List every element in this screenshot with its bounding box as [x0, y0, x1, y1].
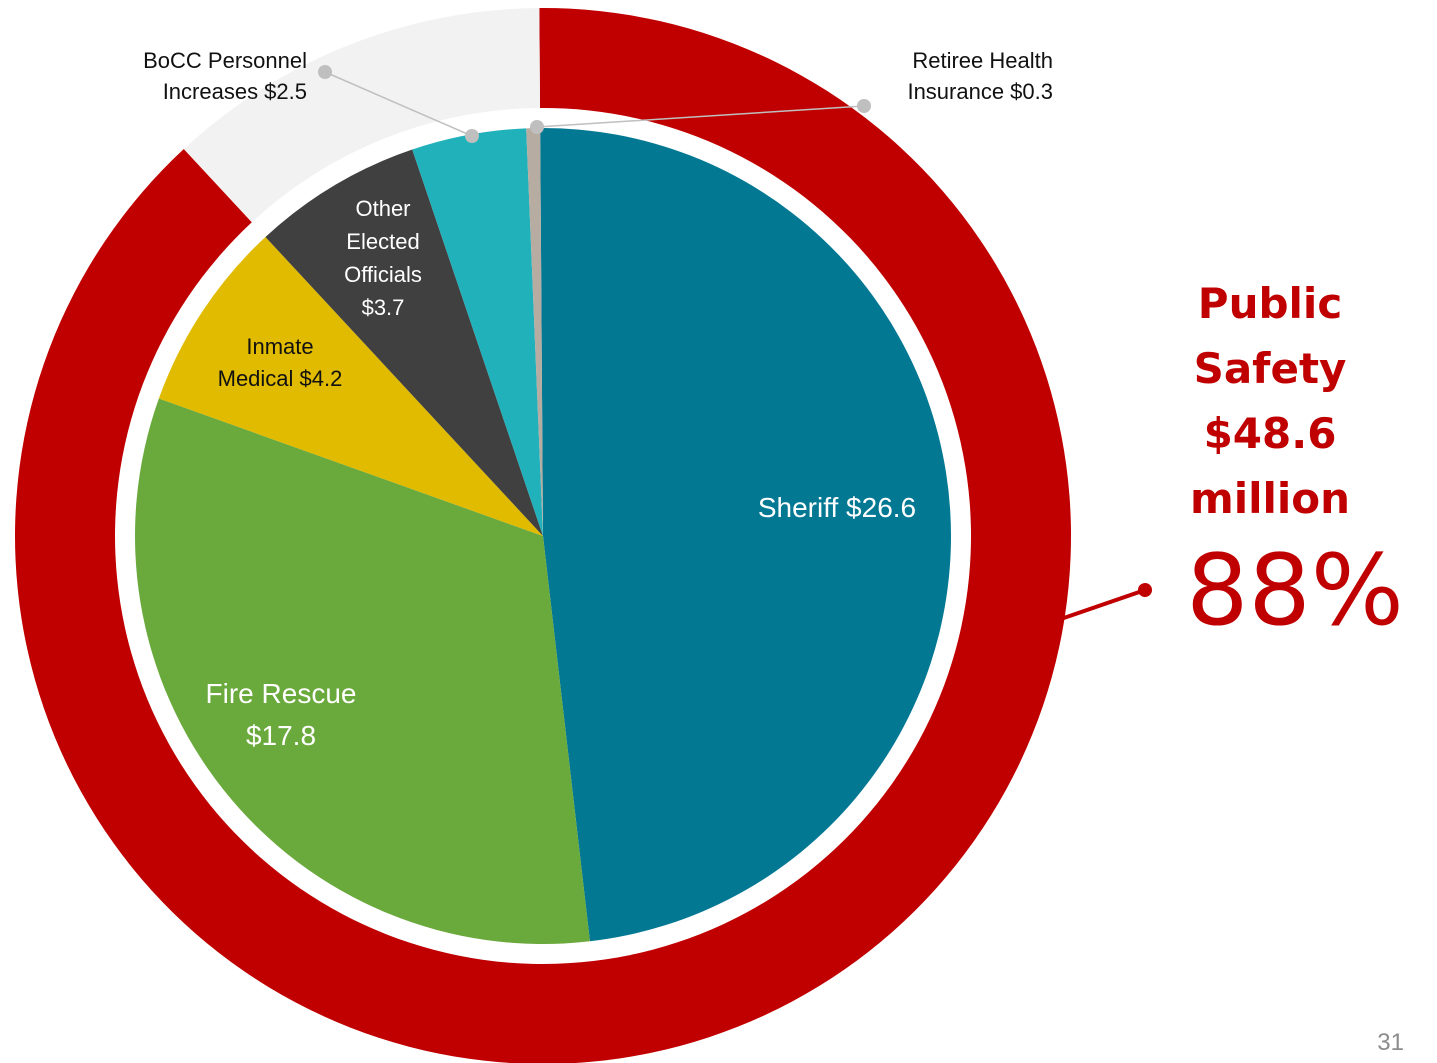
callout-labels: BoCC Personnel Increases $2.5 Retiree Heal…	[143, 48, 1053, 104]
slice-label-line: Sheriff $26.6	[758, 492, 916, 523]
pie-slice-other-elected-officials	[265, 149, 543, 536]
pie-slice-retiree-health-insurance	[526, 128, 543, 536]
callout-label-line: BoCC Personnel	[143, 48, 307, 73]
slice-label-inmate-medical: Inmate Medical $4.2	[218, 334, 343, 391]
summary-line-2: Safety	[1194, 344, 1347, 393]
slice-label-fire-rescue: Fire Rescue $17.8	[206, 678, 357, 751]
slice-label-line: $17.8	[246, 720, 316, 751]
summary-connector-dot	[1138, 583, 1152, 597]
slice-label-line: Inmate	[246, 334, 313, 359]
outer-ring	[15, 7, 1071, 1063]
slice-label-line: Other	[355, 196, 410, 221]
pie-slice-bocc-personnel-increases	[412, 128, 543, 536]
leader-end-dot-bocc-personnel-increases	[318, 65, 332, 79]
ring-segment-other	[183, 8, 541, 223]
pie-slice-sheriff	[540, 128, 951, 942]
page-number: 31	[1377, 1029, 1404, 1056]
summary-line-1: Public	[1198, 279, 1342, 328]
slice-label-line: Fire Rescue	[206, 678, 357, 709]
leader-dot-bocc-personnel-increases	[465, 129, 479, 143]
slice-label-line: Elected	[346, 229, 419, 254]
leader-line-bocc-personnel-increases	[324, 71, 473, 137]
public-safety-summary: Public Safety $48.6 million 88%	[1057, 279, 1404, 648]
callout-label-line: Increases $2.5	[163, 79, 307, 104]
summary-connector-line	[1057, 588, 1146, 622]
leader-line-retiree-health-insurance	[536, 105, 865, 128]
slice-labels: Sheriff $26.6 Fire Rescue $17.8 Inmate Medic…	[206, 196, 917, 751]
callout-label-retiree-health-insurance: Retiree Health Insurance $0.3	[907, 48, 1053, 104]
leader-lines	[318, 65, 871, 143]
slice-label-other-elected-officials: Other Elected Officials $3.7	[344, 196, 422, 320]
summary-line-4: million	[1190, 474, 1350, 523]
slice-label-line: Medical $4.2	[218, 366, 343, 391]
slice-label-line: Officials	[344, 262, 422, 287]
slice-label-sheriff: Sheriff $26.6	[758, 492, 916, 523]
callout-label-line: Insurance $0.3	[907, 79, 1053, 104]
slice-label-line: $3.7	[362, 295, 405, 320]
pie-slice-inmate-medical	[158, 236, 544, 536]
callout-label-line: Retiree Health	[912, 48, 1053, 73]
summary-percent: 88%	[1186, 534, 1404, 648]
leader-end-dot-retiree-health-insurance	[857, 99, 871, 113]
inner-pie	[135, 128, 951, 944]
summary-line-3: $48.6	[1204, 409, 1337, 458]
leader-dot-retiree-health-insurance	[530, 120, 544, 134]
pie-slice-fire-rescue	[135, 398, 590, 944]
callout-label-bocc-personnel-increases: BoCC Personnel Increases $2.5	[143, 48, 307, 104]
